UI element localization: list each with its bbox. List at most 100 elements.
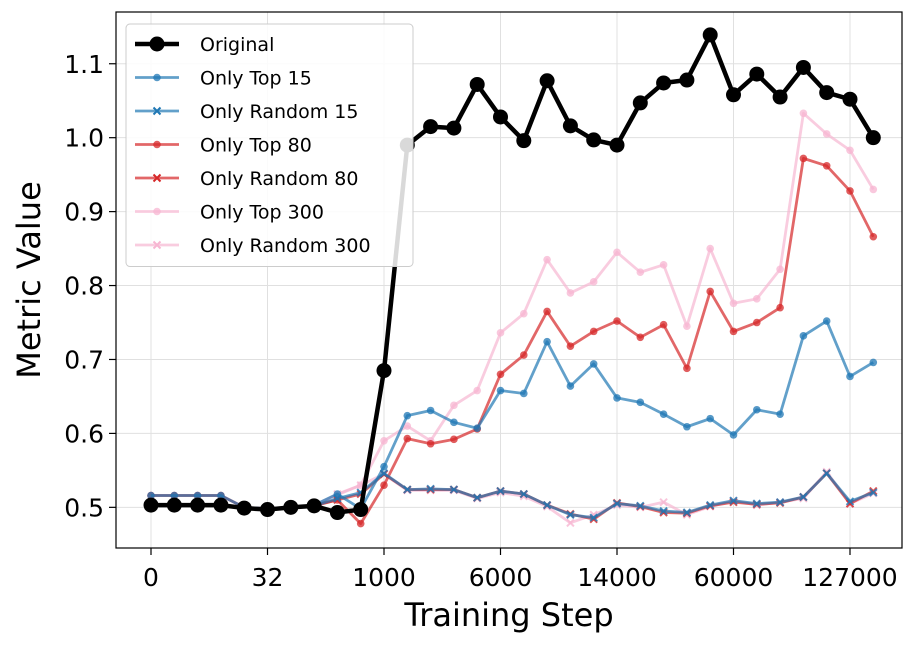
data-point [333,490,342,498]
data-point [519,489,529,499]
y-tick-label: 1.0 [64,124,104,153]
data-point [143,497,159,513]
data-point [516,133,532,149]
data-point [822,469,831,478]
data-point [656,75,672,91]
x-tick-label: 127000 [802,563,897,592]
data-point [799,109,808,118]
data-point [353,502,369,518]
data-point [380,462,388,471]
data-point [659,320,668,329]
data-point [170,491,179,500]
data-point [706,414,714,423]
data-point [539,73,555,89]
legend: Original Only Top 15 Only Random 15 Only To… [125,23,414,267]
legend-marker [152,173,162,183]
legend-item: Only Random 80 [135,168,358,190]
series-original [143,27,881,521]
data-point [683,364,691,373]
data-point [612,499,622,508]
data-point [799,154,808,163]
data-point [609,137,625,153]
data-point [450,435,458,444]
legend-marker [153,140,161,149]
x-tick-label: 32 [252,563,284,592]
data-point [423,119,439,135]
data-point [636,501,645,511]
data-point [869,232,878,241]
legend-label: Only Random 15 [200,101,358,123]
data-point [822,161,831,170]
data-point [776,265,784,274]
data-point [776,410,784,418]
plot-frame [115,11,903,549]
data-point [450,418,458,427]
data-point [636,268,645,277]
data-point [217,491,225,500]
legend-item: Only Top 80 [135,135,312,157]
legend-marker [152,240,162,250]
legend-label: Only Random 80 [200,168,358,190]
data-point [283,499,299,515]
data-point [705,500,715,510]
data-point [752,499,762,508]
data-point [403,434,412,443]
data-point [846,372,854,381]
data-point [566,342,575,350]
data-point [543,255,551,264]
y-axis-label: Metric Value [10,181,48,379]
data-point [472,493,482,502]
data-point [613,394,621,402]
data-point [329,505,345,521]
data-point [659,506,668,516]
data-point [190,497,206,513]
data-point [729,496,738,505]
legend-box [125,23,414,267]
legend-label: Only Top 300 [200,202,324,224]
ticks-layer: 0 32 1000 6000 14000 60000 127000 0.5 0.6 0.7 0.8 0… [64,50,897,592]
data-point [683,322,691,331]
series-line [151,471,874,521]
data-point [865,130,881,146]
data-point [469,76,485,92]
data-point [799,332,808,340]
x-tick-label: 0 [143,563,159,592]
legend-item: Only Top 300 [135,202,324,224]
data-point [426,406,435,415]
data-point [753,318,761,327]
data-point [589,278,598,286]
y-tick-label: 0.9 [64,198,104,227]
data-point [520,309,528,318]
data-point [496,486,505,496]
data-point [729,299,738,308]
data-point [493,109,508,125]
data-point [543,307,551,316]
series-layer [143,27,881,528]
data-point [520,351,528,359]
x-axis-label: Training Step [403,596,613,634]
series-line [151,470,874,525]
data-point [795,59,811,75]
x-tick-label: 60000 [694,563,774,592]
y-tick-label: 0.6 [64,419,104,448]
series-only-random-300 [146,467,878,528]
legend-label: Original [200,34,274,56]
data-point [306,498,322,514]
data-point [679,72,695,88]
data-point [846,187,854,195]
data-point [520,389,528,398]
data-point [822,130,831,138]
data-point [869,185,878,194]
data-point [166,497,182,513]
data-point [193,491,202,500]
data-point [659,410,668,418]
data-point [236,500,252,516]
data-point [496,370,505,379]
y-tick-label: 1.1 [64,50,104,79]
data-point [403,411,412,420]
data-point [613,248,621,257]
data-point [842,91,858,107]
legend-item: Only Random 300 [135,235,371,257]
